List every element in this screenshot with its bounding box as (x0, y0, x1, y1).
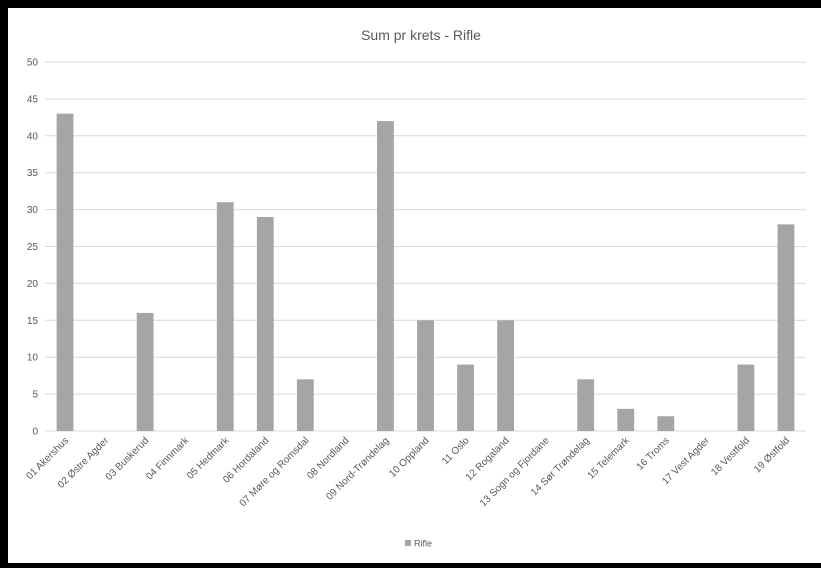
y-tick-label: 30 (27, 205, 39, 216)
bar-chart: Sum pr krets - Rifle 0 5 10 15 20 25 30 35 40 45 5… (24, 27, 806, 549)
bar (136, 312, 154, 431)
bar (657, 416, 675, 431)
y-tick-label: 40 (27, 131, 39, 142)
gridlines (45, 61, 806, 432)
legend: Rifle (405, 539, 432, 549)
legend-swatch (405, 540, 411, 546)
y-tick-label: 45 (27, 94, 39, 105)
bar (56, 113, 74, 431)
bar (256, 216, 274, 431)
x-tick-label: 16 Troms (635, 435, 672, 472)
x-tick-label: 18 Vestfold (709, 435, 752, 478)
bar (577, 379, 595, 431)
y-tick-label: 0 (32, 427, 38, 438)
legend-label: Rifle (414, 539, 432, 549)
chart-title: Sum pr krets - Rifle (361, 27, 481, 43)
bar (777, 224, 795, 431)
bar (216, 202, 234, 431)
bar (737, 364, 755, 431)
y-tick-label: 50 (27, 58, 39, 69)
bar (497, 320, 515, 431)
bars (56, 113, 795, 431)
x-tick-label: 19 Østfold (752, 435, 792, 475)
x-tick-label: 07 Møre og Romsdal (238, 435, 312, 509)
x-tick-label: 11 Oslo (440, 435, 472, 467)
y-tick-label: 5 (32, 390, 38, 401)
bar (457, 364, 474, 431)
y-tick-label: 15 (27, 316, 39, 327)
bar (296, 379, 314, 431)
x-tick-label: 15 Telemark (586, 435, 633, 482)
y-tick-label: 20 (27, 279, 39, 290)
x-tick-label: 10 Oppland (387, 435, 431, 479)
x-tick-label: 04 Finnmark (144, 435, 192, 483)
chart-frame: Sum pr krets - Rifle 0 5 10 15 20 25 30 35 40 45 5… (8, 8, 821, 563)
bar (417, 320, 434, 431)
y-tick-label: 25 (27, 242, 39, 253)
bar (617, 408, 635, 431)
bar (377, 121, 394, 431)
y-axis-ticks: 0 5 10 15 20 25 30 35 40 45 50 (27, 58, 39, 438)
y-tick-label: 10 (27, 353, 39, 364)
x-tick-label: 13 Sogn og Fjordane (478, 435, 552, 509)
y-tick-label: 35 (27, 168, 39, 179)
